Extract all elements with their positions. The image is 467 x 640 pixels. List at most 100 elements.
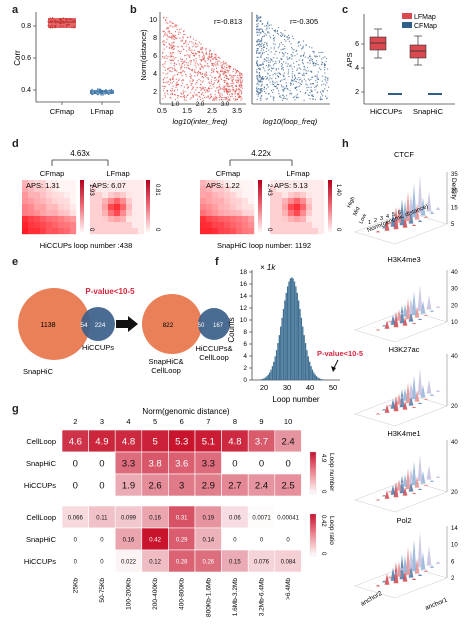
panel-d-heatmap-cell [212,186,219,193]
panel-h-peak [423,314,429,316]
panel-b-point [199,73,201,75]
panel-d-heatmap-cell [40,228,47,235]
panel-b-point [204,88,206,90]
panel-b-point [228,69,230,71]
panel-b-point [200,98,202,100]
panel-b-point [167,26,169,29]
panel-b-point [183,33,185,36]
panel-b-point [269,77,271,79]
panel-b-point [171,46,173,48]
panel-h-peak [435,389,441,392]
panel-b-point [201,66,203,68]
panel-b-point [256,52,258,55]
panel-f-bar [275,350,278,380]
panel-b-point [256,15,258,18]
panel-b-point [305,80,307,82]
panel-b-point [193,92,195,94]
panel-b-point [189,54,191,56]
panel-b-point [268,24,270,26]
panel-b-point [274,82,276,84]
panel-d-right-cf-colorbar [258,180,262,232]
panel-b-point [187,62,189,64]
panel-b-point [282,48,284,50]
panel-h-peak [375,329,381,331]
panel-b-point [223,60,225,62]
panel-b-point [298,41,300,43]
panel-b-point [316,81,318,83]
panel-b-point [168,27,170,29]
panel-b-point [171,87,173,89]
panel-a-point [60,19,62,22]
panel-b-point [263,68,265,70]
panel-a-point [99,89,101,92]
panel-b-point [298,41,300,43]
panel-d-heatmap-cell [34,228,41,235]
panel-b-point [164,57,166,59]
panel-b-point [239,79,241,81]
panel-b-point [285,62,287,64]
panel-b-point [235,79,237,81]
panel-b-point [321,75,323,77]
panel-b-point [309,83,311,85]
panel-d-heatmap-cell [306,204,313,211]
panel-b-point [278,52,281,54]
panel-b-point [309,59,311,61]
panel-b-point [324,76,326,78]
panel-b-point [302,63,304,65]
panel-d-right-lf-title: LFmap [286,169,309,178]
panel-b-point [324,88,326,90]
panel-b-point [181,63,183,65]
panel-b-point [190,63,192,65]
panel-e-left-b-label: HiCCUPs [82,343,114,352]
panel-b-point [192,87,194,90]
panel-h-peak [381,324,387,327]
panel-b-point [268,65,270,67]
panel-b-point [260,81,262,83]
panel-d-heatmap-cell [236,198,243,205]
panel-b-point [208,56,210,58]
panel-b-point [200,73,202,75]
panel-b-point [274,30,276,32]
panel-b-point [260,32,262,34]
panel-h-peak [384,404,390,413]
panel-b-point [286,65,288,67]
panel-b-point [256,69,258,71]
panel-b-point [281,79,283,81]
panel-b-point [202,59,205,61]
panel-b-point [315,56,317,58]
panel-b-point [188,55,190,57]
panel-b-point [180,73,182,75]
panel-b-point [278,93,280,95]
panel-b-point [213,57,216,59]
panel-b-point [171,82,173,84]
panel-b-point [222,68,224,70]
panel-b-point [201,59,203,61]
panel-b-point [230,96,232,98]
panel-d-heatmap-cell [58,216,65,223]
panel-h-peak [429,565,435,568]
panel-d-heatmap-cell [90,180,97,187]
panel-b-point [272,64,275,66]
panel-b-point [256,78,259,80]
panel-b-point [171,54,173,56]
panel-b-point [201,93,203,95]
panel-d-heatmap-cell [276,192,283,199]
panel-b-point [180,68,182,70]
panel-b-point [305,83,307,85]
panel-b-point [196,94,198,96]
panel-h-anchor1: anchor1 [424,596,449,611]
panel-g-cell-value: 4.8 [122,437,135,448]
panel-b-point [259,69,261,71]
panel-b-point [302,40,304,42]
panel-b-point [207,59,209,61]
panel-b-point [237,77,240,79]
panel-d-heatmap-cell [248,198,255,205]
panel-d-right-cf-cb-min: 0 [266,228,272,232]
panel-e-pvalue: P-value<10-5 [85,287,135,296]
panel-b-point [268,27,270,29]
panel-d-heatmap-cell [200,222,207,229]
panel-f-bar [293,281,296,380]
panel-d-left-cf-colorbar [80,180,84,232]
panel-b-point [240,96,242,98]
